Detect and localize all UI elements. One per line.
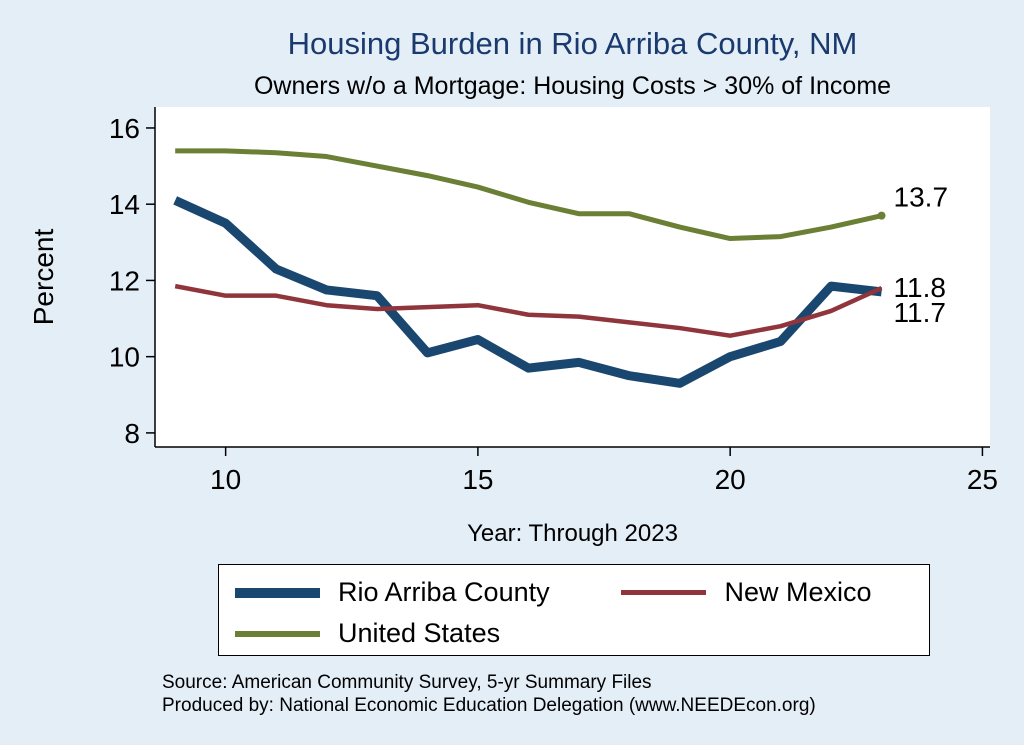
y-tick-label: 10 bbox=[109, 342, 140, 373]
y-tick-label: 12 bbox=[109, 265, 140, 296]
y-tick-label: 16 bbox=[109, 113, 140, 144]
legend-swatch-rio-arriba-county bbox=[235, 587, 320, 598]
x-axis-title: Year: Through 2023 bbox=[467, 520, 678, 547]
x-tick-label: 25 bbox=[967, 464, 998, 495]
legend-grid: Rio Arriba County New Mexico United Stat… bbox=[235, 577, 913, 649]
legend-swatch-new-mexico bbox=[621, 590, 707, 595]
end-label-rio-arriba-county: 11.7 bbox=[894, 297, 946, 328]
series-line-rio-arriba-county bbox=[173, 196, 883, 388]
y-tick-label: 14 bbox=[109, 189, 140, 220]
page-title: Housing Burden in Rio Arriba County, NM bbox=[287, 26, 858, 61]
x-tick-label: 20 bbox=[715, 464, 746, 495]
chart-canvas: 8 10 12 14 16 10 15 20 25 11.711.8 13.7 bbox=[109, 107, 998, 495]
legend-label-rio-arriba-county: Rio Arriba County bbox=[338, 577, 550, 607]
series-line-united-states bbox=[175, 148, 883, 242]
legend: Rio Arriba County New Mexico United Stat… bbox=[218, 564, 930, 656]
x-tick-label: 15 bbox=[462, 464, 493, 495]
legend-label-united-states: United States bbox=[338, 618, 501, 648]
y-tick-label: 8 bbox=[124, 418, 140, 449]
end-label-new-mexico: 11.8 bbox=[894, 272, 946, 303]
series-line-new-mexico bbox=[174, 283, 883, 338]
chart-subtitle: Owners w/o a Mortgage: Housing Costs > 3… bbox=[253, 72, 892, 100]
end-label-united-states: 13.7 bbox=[894, 182, 949, 213]
source-line-1: Source: American Community Survey, 5-yr … bbox=[162, 672, 652, 693]
series-endpoint-united-states bbox=[877, 211, 886, 220]
legend-item-rio-arriba-county: Rio Arriba County bbox=[235, 577, 621, 608]
legend-label-new-mexico: New Mexico bbox=[724, 577, 872, 607]
legend-item-new-mexico: New Mexico bbox=[621, 577, 913, 608]
plot-area bbox=[155, 107, 990, 447]
x-tick-label: 10 bbox=[210, 464, 241, 495]
source-note: Source: American Community Survey, 5-yr … bbox=[162, 671, 816, 717]
source-line-2: Produced by: National Economic Education… bbox=[162, 695, 816, 716]
legend-item-united-states: United States bbox=[235, 618, 621, 649]
legend-swatch-united-states bbox=[235, 630, 320, 637]
